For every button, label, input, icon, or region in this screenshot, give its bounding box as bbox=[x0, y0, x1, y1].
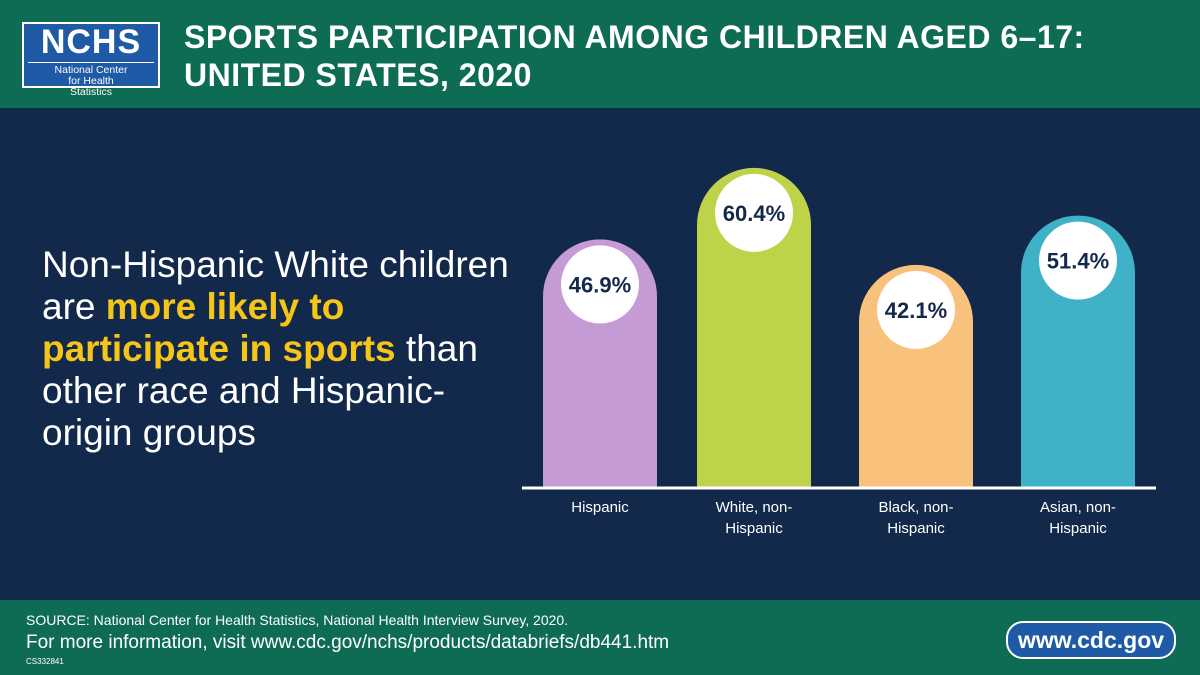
source: SOURCE: National Center for Health Stati… bbox=[26, 612, 569, 628]
website-link[interactable]: www.cdc.gov bbox=[1006, 621, 1176, 659]
value-label: 46.9% bbox=[569, 272, 631, 297]
header-band bbox=[0, 0, 1200, 108]
value-badge bbox=[715, 173, 793, 252]
headline-text: than other race and Hispanic-origin grou… bbox=[42, 328, 478, 453]
value-badge bbox=[1039, 221, 1117, 300]
title: SPORTS PARTICIPATION AMONG CHILDREN AGED… bbox=[184, 19, 1085, 93]
chart: 46.9% 60.4% 42.1% 51.4% bbox=[522, 167, 1156, 490]
value-badge bbox=[561, 245, 639, 324]
headline-text: Non-Hispanic White children are bbox=[42, 244, 509, 327]
logo-text: NCHS bbox=[40, 23, 142, 61]
logo-subtitle: National Center for Health Statistics bbox=[28, 62, 154, 98]
headline: Non-Hispanic White children are more lik… bbox=[42, 244, 512, 454]
category-label: Asian, non-Hispanic bbox=[1040, 499, 1116, 537]
value-label: 60.4% bbox=[723, 201, 785, 226]
bar bbox=[697, 167, 811, 489]
logo: NCHS National Center for Health Statisti… bbox=[22, 22, 160, 98]
headline-highlight: more likely to participate in sports bbox=[42, 286, 396, 369]
value-label: 42.1% bbox=[885, 298, 947, 323]
more-info: For more information, visit www.cdc.gov/… bbox=[26, 632, 670, 653]
value-label: 51.4% bbox=[1047, 249, 1109, 274]
footer-band bbox=[0, 600, 1200, 675]
category-label: Black, non-Hispanic bbox=[878, 499, 954, 537]
category-label: White, non-Hispanic bbox=[715, 499, 793, 537]
code: CS332841 bbox=[26, 657, 64, 666]
value-badge bbox=[877, 270, 955, 349]
category-label: Hispanic bbox=[571, 499, 629, 516]
